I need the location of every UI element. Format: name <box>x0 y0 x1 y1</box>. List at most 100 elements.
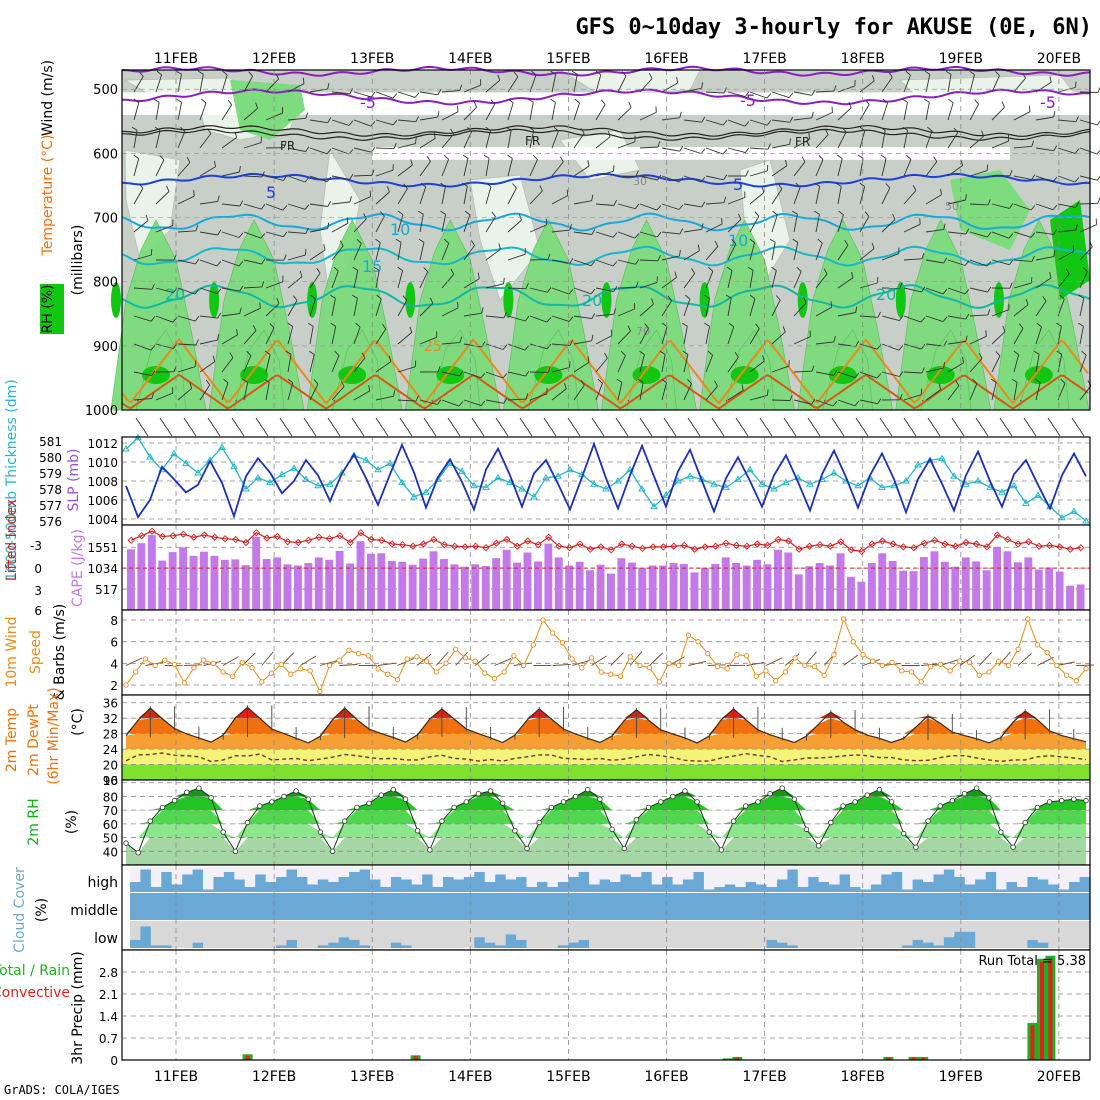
wind-barb <box>331 270 339 289</box>
wind-barb-flag <box>239 166 241 173</box>
wind-barb <box>573 231 592 235</box>
wind-barb <box>177 230 197 233</box>
wind-speed-point <box>695 639 701 645</box>
cloud-layer-label: middle <box>70 903 118 919</box>
wind-barb-flag <box>186 156 191 163</box>
high-cloud-bar <box>1017 887 1028 892</box>
low-cloud-bar <box>1027 939 1039 948</box>
wind-barb-flag <box>792 210 798 215</box>
rh-point <box>913 844 919 850</box>
middle-cloud-bar <box>818 893 830 920</box>
wind-barb-flag <box>477 272 480 279</box>
lifted-index-point <box>148 527 156 535</box>
cape-bar <box>920 557 928 610</box>
wind-barb-flag <box>145 214 149 221</box>
wind-barb-flag <box>648 73 653 79</box>
wind-barb <box>567 417 581 437</box>
wind-barb <box>133 188 144 205</box>
cape-bar <box>711 563 720 610</box>
wind-barb <box>331 326 337 345</box>
wind-barb-flag <box>403 183 408 189</box>
wind-barb <box>991 231 1010 239</box>
wind-barb <box>1079 224 1097 233</box>
surface-wind-barb <box>339 664 358 666</box>
wind-barb <box>903 159 912 177</box>
wind-speed-point <box>511 653 517 659</box>
cape-bar <box>1076 584 1085 610</box>
rh-point <box>354 804 360 811</box>
cape-bar <box>377 553 386 610</box>
cape-bar <box>1003 551 1012 610</box>
high-cloud-bar-clear <box>933 867 945 875</box>
low-cloud-bar <box>578 939 590 948</box>
high-cloud-bar <box>547 887 559 892</box>
cape-bar <box>690 572 699 610</box>
high-cloud-bar <box>495 874 507 892</box>
wind-speed-point <box>918 679 924 685</box>
wind-barb <box>397 143 416 149</box>
wind-barb <box>573 384 585 401</box>
lifted-index-point <box>440 541 448 549</box>
high-cloud-bar <box>537 882 548 892</box>
high-cloud-bar-clear <box>860 867 872 890</box>
wind-barb <box>133 397 152 401</box>
wind-barb-flag <box>483 154 490 159</box>
wind-barb-flag <box>902 126 908 131</box>
top-date-label: 12FEB <box>252 51 296 67</box>
lifted-index-point <box>211 533 219 541</box>
wind-barb <box>419 116 438 121</box>
wind-barb-flag <box>415 137 417 144</box>
axis-label-part: 3hr Precip (mm) <box>70 951 86 1064</box>
wind-barb-flag <box>569 339 574 346</box>
wind-barb-flag <box>397 266 403 271</box>
cloud-layer-label: high <box>87 875 118 891</box>
high-cloud-bar <box>787 869 799 892</box>
high-cloud-bar-clear <box>1048 867 1060 885</box>
middle-cloud-bar <box>474 893 486 920</box>
wind-barb <box>529 287 548 293</box>
middle-cloud-bar <box>735 893 747 920</box>
rh-point <box>658 799 664 805</box>
cape-bar <box>304 563 313 610</box>
wind-barb <box>397 300 408 317</box>
wind-barb <box>243 142 262 149</box>
middle-cloud-bar <box>1027 893 1039 920</box>
low-cloud-bar <box>390 942 402 948</box>
rh-point <box>463 799 469 805</box>
high-cloud-bar <box>630 877 642 892</box>
low-cloud-bar <box>349 939 361 948</box>
surface-wind-barb <box>610 652 624 666</box>
wind-barb-flag <box>323 244 326 251</box>
low-cloud-bar <box>902 945 914 948</box>
high-cloud-bar <box>578 872 590 892</box>
middle-cloud-bar <box>839 893 851 920</box>
wind-barb <box>133 371 152 377</box>
low-cloud-bar-clear <box>328 921 340 943</box>
thickness-point <box>422 488 430 495</box>
wind-barb-flag <box>287 378 294 384</box>
rh-saturated-region <box>895 282 906 318</box>
wind-barb-flag <box>749 294 756 300</box>
axis-label-part: Wind (m/s) <box>40 60 56 136</box>
rh-point <box>840 803 846 809</box>
lifted-index-point <box>1014 540 1022 548</box>
lifted-index-point <box>430 535 438 544</box>
rh-point <box>961 791 968 797</box>
wind-barb-flag <box>656 205 662 211</box>
cape-tick-label: 1034 <box>87 562 118 576</box>
wind-barb-flag <box>217 334 219 341</box>
wind-barb <box>199 231 218 236</box>
axis-label-part: & Barbs (m/s) <box>52 604 68 701</box>
wind-barb-flag <box>1065 268 1070 275</box>
middle-cloud-bar <box>860 893 872 920</box>
low-cloud-bar <box>568 942 580 948</box>
high-cloud-bar <box>1069 882 1081 892</box>
middle-cloud-bar <box>505 893 517 920</box>
isotherm-35-mark: · <box>332 394 336 408</box>
wind-barb-flag <box>409 326 413 333</box>
wind-barb <box>135 417 149 437</box>
wind-barb <box>947 385 960 401</box>
low-cloud-bar-clear <box>923 921 934 943</box>
middle-cloud-bar <box>265 893 277 920</box>
